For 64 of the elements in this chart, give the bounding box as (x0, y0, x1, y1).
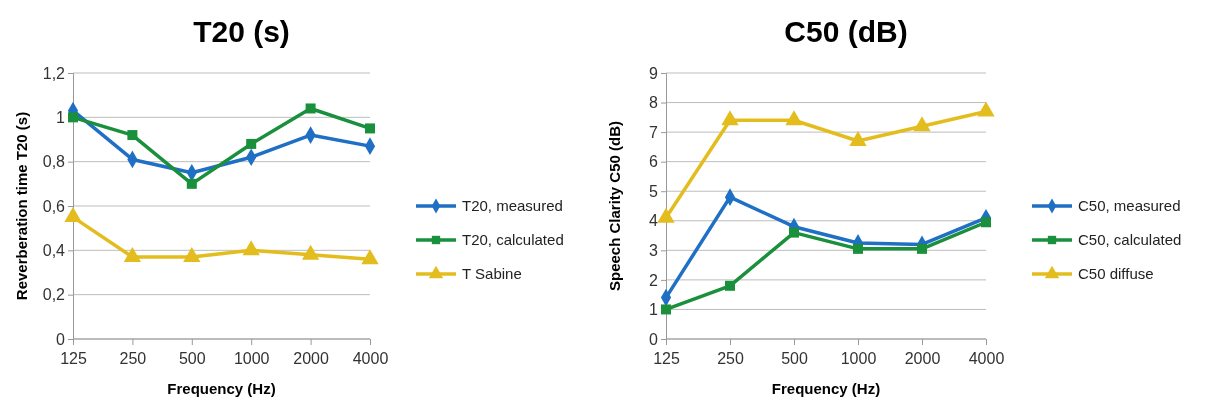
x-axis-title: Frequency (Hz) (167, 380, 276, 397)
x-tick-label: 250 (119, 350, 147, 367)
point (917, 243, 927, 254)
legend-label: T20, calculated (462, 231, 564, 248)
point (361, 249, 379, 265)
point (186, 178, 197, 189)
point (661, 304, 671, 315)
point (365, 123, 375, 134)
x-tick-label: 125 (60, 350, 87, 367)
y-tick-label: 0,4 (42, 241, 66, 259)
x-tick-label: 4000 (968, 350, 1005, 367)
point (123, 246, 142, 262)
point (183, 246, 201, 262)
point (789, 227, 799, 238)
point (785, 110, 803, 126)
point (301, 244, 320, 260)
y-axis-title: Speech Clarity C50 (dB) (606, 120, 623, 292)
y-tick-label: 0 (649, 330, 659, 348)
x-tick-label: 500 (178, 350, 206, 367)
point (853, 243, 863, 254)
chart-title: C50 (dB) (784, 15, 908, 48)
y-tick-label: 5 (649, 182, 659, 200)
y-tick-label: 2 (649, 271, 659, 289)
point (981, 217, 991, 228)
point (721, 110, 739, 126)
y-tick-label: 1 (649, 301, 659, 319)
x-tick-label: 1000 (233, 350, 270, 367)
point (242, 240, 260, 256)
y-tick-label: 9 (649, 64, 659, 82)
y-tick-label: 0,2 (42, 286, 66, 304)
y-tick-label: 7 (649, 123, 659, 141)
y-tick-label: 0,8 (42, 153, 66, 171)
y-tick-label: 6 (649, 153, 659, 171)
legend-label: T20, measured (462, 197, 563, 214)
x-axis-title: Frequency (Hz) (771, 380, 881, 397)
point (68, 112, 78, 123)
point (64, 207, 82, 223)
y-tick-label: 3 (649, 241, 659, 259)
y-tick-label: 1 (56, 108, 66, 126)
y-tick-label: 4 (649, 212, 659, 230)
x-tick-label: 4000 (352, 350, 389, 367)
x-tick-label: 250 (717, 350, 744, 367)
point (849, 130, 867, 146)
y-tick-label: 0 (56, 330, 66, 348)
x-tick-label: 2000 (293, 350, 329, 367)
y-axis-title: Reverberation time T20 (s) (13, 111, 30, 301)
y-tick-label: 8 (649, 94, 659, 112)
point (127, 130, 138, 141)
point (305, 103, 316, 114)
point (246, 138, 257, 149)
legend-label: C50, calculated (1078, 231, 1182, 248)
x-tick-label: 2000 (904, 350, 941, 367)
chart-title: T20 (s) (193, 15, 290, 48)
point (725, 280, 735, 291)
legend-label: C50, measured (1078, 197, 1181, 214)
legend-label: T Sabine (462, 265, 522, 282)
x-tick-label: 1000 (840, 350, 877, 367)
y-tick-label: 0,6 (42, 197, 66, 215)
x-tick-label: 500 (781, 350, 808, 367)
point (913, 116, 931, 132)
point (977, 101, 995, 117)
legend-label: C50 diffuse (1078, 265, 1154, 282)
x-tick-label: 125 (653, 350, 680, 367)
y-tick-label: 1,2 (42, 64, 66, 82)
